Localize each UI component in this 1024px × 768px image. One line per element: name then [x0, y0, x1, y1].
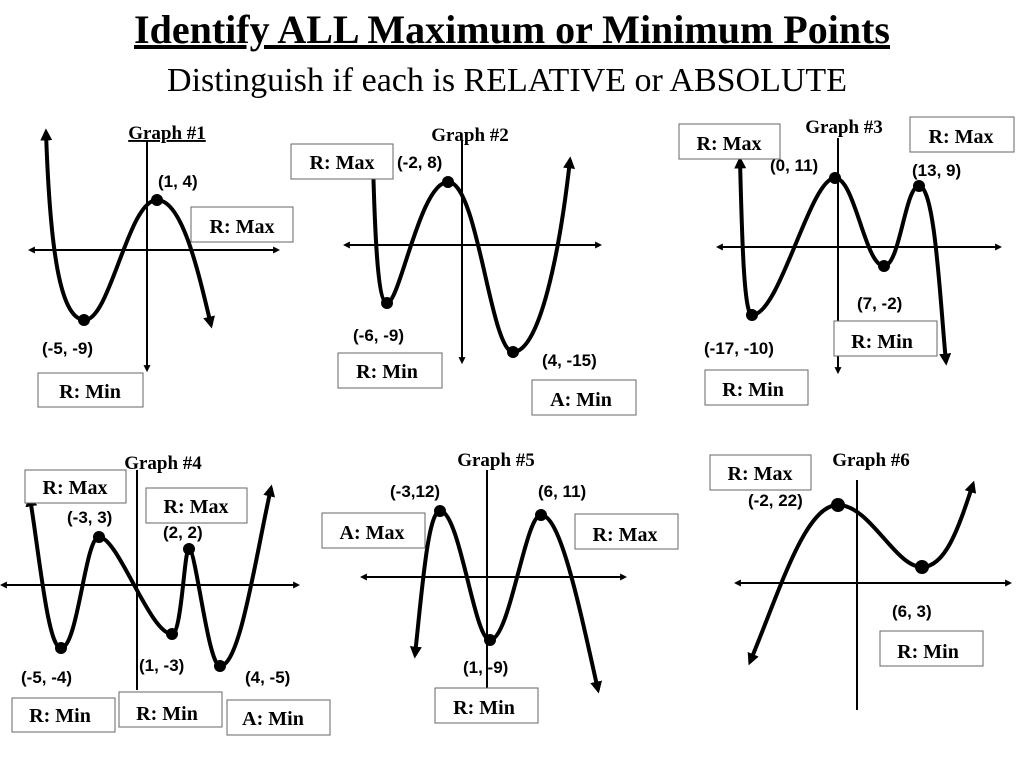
graph-5: Graph #5 (-3,12) (6, 11) (1, -9) A: Max …	[321, 450, 679, 724]
graph-3-coord-min1: (7, -2)	[857, 294, 902, 313]
graph-3-point-max2	[913, 180, 925, 192]
graph-4-label-max2: R: Max	[164, 496, 229, 518]
graph-1-point-min	[78, 314, 90, 326]
graph-2-curve	[367, 156, 576, 355]
graph-3-label-max1: R: Max	[697, 133, 762, 155]
graph-2: Graph #2 (-2, 8) (-6, -9) (4, -15) R: Ma…	[290, 125, 637, 416]
graph-5-label-box-max1	[321, 512, 426, 549]
graph-5-point-min	[484, 634, 496, 646]
graph-2-title: Graph #2	[431, 125, 509, 146]
graph-2-point-min1	[381, 297, 393, 309]
graph-3-point-min1	[878, 260, 890, 272]
graph-6-label-min: R: Min	[897, 641, 959, 663]
graph-2-label-min2: A: Min	[550, 389, 612, 411]
graph-4-title: Graph #4	[124, 453, 202, 474]
graph-4-point-max1	[93, 531, 105, 543]
graph-4-coord-min2: (1, -3)	[139, 656, 184, 675]
graph-4-label-box-min2	[118, 691, 223, 728]
graph-4-point-min1	[55, 642, 67, 654]
graph-4-point-min2	[166, 628, 178, 640]
graph-6: Graph #6 R: Max (-2, 22) (6, 3) R: Min	[709, 450, 1013, 710]
graph-1-label-max: R: Max	[210, 216, 275, 238]
graph-1-point-max	[151, 194, 163, 206]
graph-3-coord-max2: (13, 9)	[912, 161, 961, 180]
graph-4-label-box-max2	[145, 487, 248, 524]
graph-2-label-max: R: Max	[310, 152, 375, 174]
graph-5-label-box-max2	[574, 513, 679, 550]
graph-4-label-box-min1	[11, 697, 116, 733]
graph-5-label-box-min	[434, 687, 539, 724]
graph-2-point-max	[442, 176, 454, 188]
graph-1-label-box-max	[190, 206, 294, 243]
graph-6-label-box-max	[709, 454, 812, 491]
graph-6-coord-max: (-2, 22)	[748, 491, 803, 510]
graph-2-point-min2	[507, 346, 519, 358]
graph-2-label-box-min1	[337, 352, 443, 389]
graph-3-point-max1	[829, 172, 841, 184]
graph-5-title: Graph #5	[457, 450, 535, 471]
graph-6-title: Graph #6	[832, 450, 910, 471]
graph-3-label-box-max1	[678, 123, 781, 160]
graph-4: Graph #4 R: Max R: Max (-3, 3) (2, 2) (-…	[0, 453, 331, 736]
graph-4-point-max2	[183, 543, 195, 555]
graph-6-point-min	[915, 560, 929, 574]
graph-3-label-min1: R: Min	[851, 331, 913, 353]
graph-3-title: Graph #3	[805, 117, 883, 138]
graph-4-label-min1: R: Min	[29, 705, 91, 727]
graph-1-label-min: R: Min	[59, 381, 121, 403]
graph-2-coord-min1: (-6, -9)	[353, 326, 404, 345]
graph-4-label-min2: R: Min	[136, 703, 198, 725]
graph-4-label-box-max1	[24, 469, 127, 504]
graph-5-label-max2: R: Max	[593, 524, 658, 546]
graph-6-label-box-min	[879, 630, 984, 667]
graph-3-label-max2: R: Max	[929, 126, 994, 148]
graph-5-coord-min: (1, -9)	[463, 658, 508, 677]
page-subtitle: Distinguish if each is RELATIVE or ABSOL…	[167, 62, 847, 99]
graph-3: Graph #3 (0, 11) (13, 9) (7, -2) (-17, -…	[678, 116, 1015, 406]
graph-3-label-min2: R: Min	[722, 379, 784, 401]
graph-1-coord-min: (-5, -9)	[42, 339, 93, 358]
graph-3-label-box-max2	[909, 116, 1015, 153]
graph-5-point-max2	[535, 509, 547, 521]
graph-1-coord-max: (1, 4)	[158, 172, 198, 191]
graph-3-point-min2	[746, 309, 758, 321]
graph-4-coord-min1: (-5, -4)	[21, 668, 72, 687]
graph-1-title: Graph #1	[128, 123, 206, 144]
graph-2-label-box-max	[290, 143, 394, 180]
graph-5-coord-max1: (-3,12)	[390, 482, 440, 501]
graph-2-coord-min2: (4, -15)	[542, 351, 597, 370]
graph-3-label-box-min1	[833, 320, 938, 357]
graph-4-coord-max2: (2, 2)	[163, 523, 203, 542]
page-title: Identify ALL Maximum or Minimum Points	[134, 7, 890, 52]
graph-4-point-min3	[214, 660, 226, 672]
graph-4-label-max1: R: Max	[43, 477, 108, 499]
graph-5-point-max1	[434, 505, 446, 517]
graph-5-coord-max2: (6, 11)	[538, 482, 586, 501]
graph-2-label-box-min2	[531, 379, 637, 416]
graph-4-label-box-min3	[226, 699, 331, 736]
graph-1: Graph #1 (1, 4) (-5, -9) R: Max R: Min	[27, 123, 294, 408]
graph-3-coord-max1: (0, 11)	[770, 156, 818, 175]
graph-1-curve	[40, 128, 215, 329]
graph-2-coord-max: (-2, 8)	[397, 153, 442, 172]
graph-3-coord-min2: (-17, -10)	[704, 339, 774, 358]
graph-6-coord-min: (6, 3)	[892, 602, 932, 621]
graph-5-label-min: R: Min	[453, 697, 515, 719]
graph-5-label-max1: A: Max	[340, 522, 405, 544]
graph-6-point-max	[831, 498, 845, 512]
graph-1-label-box-min	[37, 372, 144, 408]
graph-4-label-min3: A: Min	[242, 708, 304, 730]
graph-6-curve	[747, 480, 977, 666]
graph-2-label-min1: R: Min	[356, 361, 418, 383]
graph-6-label-max: R: Max	[728, 463, 793, 485]
graph-4-coord-max1: (-3, 3)	[67, 508, 112, 527]
graph-3-label-box-min2	[704, 369, 809, 406]
graph-4-coord-min3: (4, -5)	[245, 668, 290, 687]
